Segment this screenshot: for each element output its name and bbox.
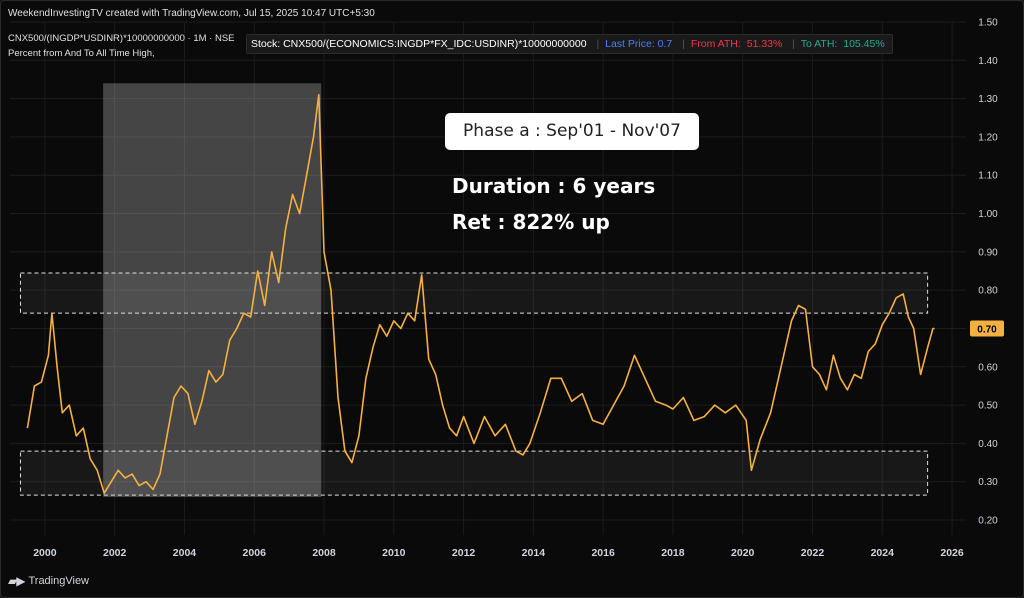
x-tick-label: 2012 <box>452 547 476 559</box>
y-tick-label: 0.60 <box>978 362 998 373</box>
y-tick-label: 0.30 <box>978 477 998 488</box>
x-tick-label: 2018 <box>661 547 685 559</box>
created-by-line: WeekendInvestingTV created with TradingV… <box>8 8 375 19</box>
y-tick-label: 0.40 <box>978 439 998 450</box>
duration-annotation: Duration : 6 years <box>452 174 656 198</box>
x-tick-label: 2004 <box>173 547 197 559</box>
last-price-badge-label: 0.70 <box>977 324 997 335</box>
y-tick-label: 1.20 <box>978 132 998 143</box>
support-zone <box>19 450 929 496</box>
y-axis: 0.20 0.30 0.40 0.50 0.60 0.70 0.80 0.90 1.00 1.10… <box>970 18 1004 527</box>
resistance-zone <box>19 272 929 314</box>
y-tick-label: 0.90 <box>978 247 998 258</box>
from-ath-value: 51.33% <box>746 38 783 50</box>
x-tick-label: 2000 <box>33 547 57 559</box>
x-tick-label: 2020 <box>731 547 755 559</box>
x-tick-label: 2006 <box>243 547 267 559</box>
y-tick-label: 1.10 <box>978 171 998 182</box>
x-tick-label: 2016 <box>591 547 615 559</box>
tradingview-logo[interactable]: ▰▶ TradingView <box>8 574 89 588</box>
separator: | <box>682 38 685 50</box>
tradingview-logo-text: TradingView <box>28 575 90 587</box>
x-tick-label: 2022 <box>801 547 825 559</box>
phase-label-box: Phase a : Sep'01 - Nov'07 <box>445 113 699 150</box>
x-tick-label: 2008 <box>312 547 336 559</box>
phase-highlight-rect <box>103 83 322 498</box>
price-line-layer <box>26 94 935 495</box>
x-axis: 2000 2002 2004 2006 2008 2010 2012 2014 2016 2018… <box>33 547 964 559</box>
y-tick-label: 1.00 <box>978 209 998 220</box>
grid-layer <box>10 21 966 535</box>
to-ath-value: 105.45% <box>843 38 885 50</box>
stock-label: Stock: CNX500/(ECONOMICS:INGDP*FX_IDC:US… <box>251 38 587 50</box>
y-tick-label: 1.30 <box>978 94 998 105</box>
from-ath-label: From ATH: <box>690 38 741 50</box>
tradingview-logo-icon: ▰▶ <box>8 574 25 588</box>
zone-layer <box>19 83 929 498</box>
x-tick-label: 2014 <box>522 547 546 559</box>
symbol-line[interactable]: CNX500/(INGDP*USDINR)*10000000000 · 1M ·… <box>8 33 235 44</box>
y-tick-label: 0.80 <box>978 286 998 297</box>
x-tick-label: 2026 <box>940 547 964 559</box>
last-price-badge <box>970 320 1004 337</box>
info-bar: Stock: CNX500/(ECONOMICS:INGDP*FX_IDC:US… <box>246 34 893 54</box>
separator: | <box>792 38 796 50</box>
y-tick-label: 1.40 <box>978 56 998 67</box>
to-ath-label: To ATH: <box>800 38 838 50</box>
y-tick-label: 0.50 <box>978 401 998 412</box>
x-tick-label: 2002 <box>103 547 127 559</box>
indicator-description: Percent from And To All Time High, <box>8 48 155 59</box>
return-annotation: Ret : 822% up <box>452 210 610 234</box>
price-series-line <box>26 94 935 495</box>
separator: | <box>596 38 600 50</box>
last-price-label: Last Price: 0.7 <box>605 38 673 50</box>
x-tick-label: 2010 <box>382 547 406 559</box>
x-tick-label: 2024 <box>871 547 895 559</box>
y-tick-label: 1.50 <box>978 18 998 29</box>
y-tick-label: 0.20 <box>978 516 998 527</box>
